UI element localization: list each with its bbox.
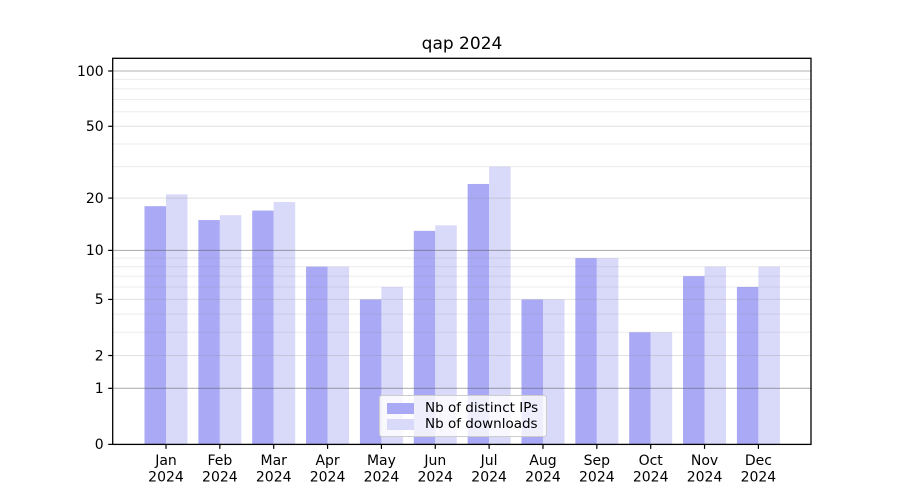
legend-item-downloads: Nb of downloads (387, 415, 539, 432)
x-tick-label: Nov 2024 (687, 453, 723, 486)
legend-label-distinct-ips: Nb of distinct IPs (425, 399, 539, 416)
x-tick-label: Jul 2024 (471, 453, 507, 486)
x-tick-label: Mar 2024 (256, 453, 292, 486)
bar-downloads-oct (650, 332, 673, 445)
x-tick-label: Aug 2024 (525, 453, 561, 486)
x-tick-label: Jan 2024 (148, 453, 184, 486)
x-tick-label: Feb 2024 (202, 453, 238, 486)
bar-downloads-feb (219, 215, 242, 445)
x-tick-label: Apr 2024 (310, 453, 346, 486)
legend-item-distinct-ips: Nb of distinct IPs (387, 399, 539, 416)
y-tick-label: 1 (95, 381, 104, 397)
x-tick-label: Oct 2024 (633, 453, 669, 486)
bar-downloads-jun (435, 225, 457, 445)
legend-swatch-downloads (387, 418, 414, 430)
bar-distinct-ips-dec (736, 286, 759, 445)
legend: Nb of distinct IPs Nb of downloads (379, 395, 547, 437)
bar-downloads-nov (704, 266, 727, 445)
bar-distinct-ips-mar (252, 210, 274, 445)
y-tick-label: 50 (86, 119, 104, 135)
plot-border (112, 57, 812, 446)
y-tick-label: 100 (77, 64, 104, 80)
bar-distinct-ips-jun (413, 230, 436, 445)
y-tick-label: 20 (86, 191, 104, 207)
bar-distinct-ips-feb (198, 220, 220, 445)
bar-distinct-ips-oct (629, 332, 651, 445)
bar-downloads-dec (758, 266, 780, 445)
x-tick-label: Sep 2024 (579, 453, 615, 486)
bar-downloads-jul (489, 166, 511, 445)
bar-downloads-sep (596, 258, 619, 445)
bar-downloads-mar (273, 202, 296, 445)
bar-distinct-ips-jul (467, 183, 490, 445)
x-tick-label: Jun 2024 (417, 453, 453, 486)
x-tick-label: Dec 2024 (741, 453, 777, 486)
y-tick-label: 2 (95, 348, 104, 364)
bar-distinct-ips-jan (144, 206, 166, 445)
bar-distinct-ips-sep (575, 258, 597, 445)
bar-distinct-ips-nov (683, 276, 705, 445)
bar-downloads-aug (542, 299, 565, 445)
legend-label-downloads: Nb of downloads (425, 415, 538, 432)
bar-distinct-ips-apr (306, 266, 328, 445)
bar-distinct-ips-may (359, 299, 382, 445)
chart-title: qap 2024 (421, 34, 503, 54)
y-tick-label: 5 (95, 292, 104, 308)
y-tick-label: 0 (95, 437, 104, 453)
bar-downloads-jan (166, 194, 188, 445)
y-tick-label: 10 (86, 243, 104, 259)
bar-downloads-apr (327, 266, 350, 445)
legend-swatch-distinct-ips (387, 402, 414, 414)
x-tick-label: May 2024 (364, 453, 400, 486)
